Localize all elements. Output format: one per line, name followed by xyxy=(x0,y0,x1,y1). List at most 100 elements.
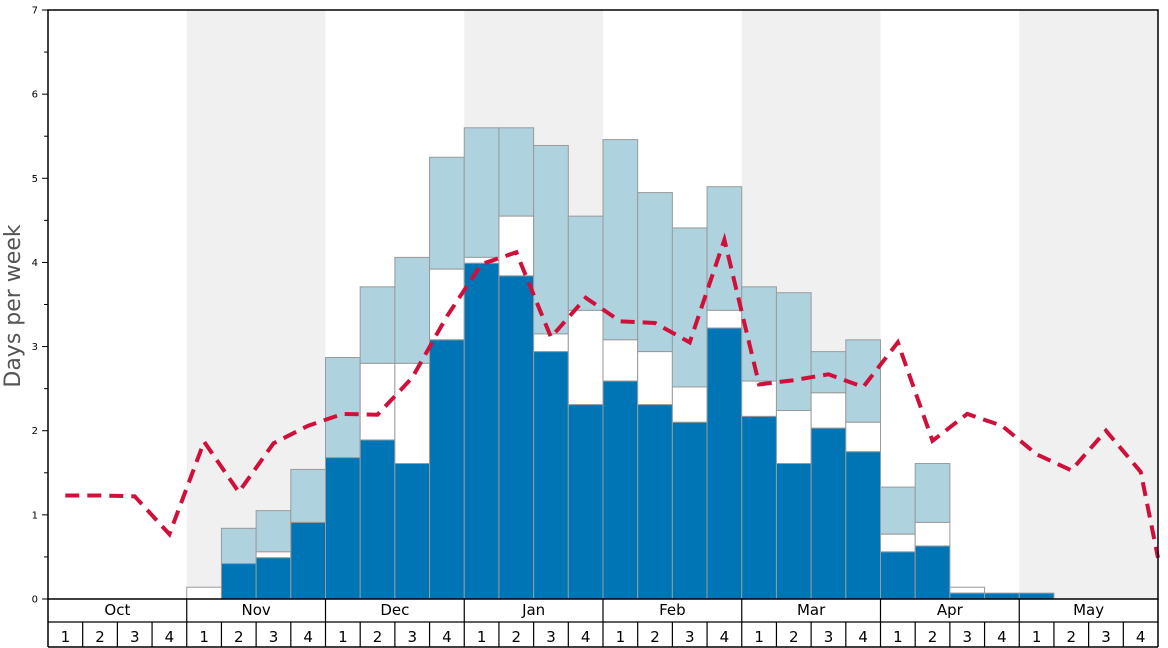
week-label: 4 xyxy=(858,628,868,646)
bar-segment-dark xyxy=(775,463,812,600)
bar-segment-light xyxy=(775,292,812,412)
bar-segment-dark xyxy=(359,439,396,600)
bar-segment-white xyxy=(255,551,292,559)
bar-segment-dark xyxy=(394,463,431,600)
week-label: 2 xyxy=(373,628,383,646)
bar-segment-white xyxy=(810,392,847,429)
bar-segment-dark xyxy=(984,592,1020,600)
y-axis-label: Days per week xyxy=(1,224,26,387)
y-tick-label: 3 xyxy=(32,342,38,353)
y-tick-label: 1 xyxy=(32,510,38,521)
bar-segment-dark xyxy=(602,380,639,600)
month-label: Nov xyxy=(241,601,270,619)
bar-segment-white xyxy=(914,521,951,547)
week-label: 2 xyxy=(789,628,799,646)
y-tick-label: 0 xyxy=(32,595,38,606)
bar-segment-white xyxy=(186,586,222,600)
y-tick-label: 7 xyxy=(32,6,38,17)
week-label: 2 xyxy=(650,628,660,646)
week-label: 1 xyxy=(338,628,348,646)
y-tick-label: 6 xyxy=(32,90,38,101)
bar-segment-light xyxy=(602,139,639,341)
y-tick-label: 2 xyxy=(32,426,38,437)
bar-segment-dark xyxy=(220,563,257,600)
bar-segment-light xyxy=(880,486,916,535)
bar-segment-light xyxy=(914,463,951,523)
bar-segment-white xyxy=(775,410,812,465)
week-label: 4 xyxy=(442,628,452,646)
week-label: 1 xyxy=(893,628,903,646)
bar-segment-white xyxy=(671,386,708,423)
bar-segment-white xyxy=(394,362,431,465)
week-label: 3 xyxy=(407,628,417,646)
bar-segment-light xyxy=(290,468,326,523)
week-label: 4 xyxy=(720,628,730,646)
bar-segment-dark xyxy=(290,521,326,600)
month-label: Feb xyxy=(659,601,686,619)
week-label: 2 xyxy=(928,628,938,646)
bar-segment-light xyxy=(220,527,257,565)
month-label: Jan xyxy=(521,601,545,619)
bar-segment-dark xyxy=(325,457,361,600)
week-label: 3 xyxy=(685,628,695,646)
week-label: 1 xyxy=(754,628,764,646)
bar-segment-dark xyxy=(429,339,465,600)
bar-segment-white xyxy=(706,309,743,329)
bar-segment-dark xyxy=(533,351,569,600)
week-label: 4 xyxy=(165,628,175,646)
bar-segment-dark xyxy=(914,545,951,600)
bar-segment-light xyxy=(810,351,847,394)
week-label: 3 xyxy=(962,628,972,646)
bar-segment-dark xyxy=(671,421,708,600)
average-line xyxy=(65,232,1160,559)
week-label: 3 xyxy=(130,628,140,646)
week-label: 4 xyxy=(581,628,591,646)
week-label: 1 xyxy=(199,628,209,646)
y-tick-label: 5 xyxy=(32,174,38,185)
bar-segment-light xyxy=(359,286,396,364)
bar-segment-dark xyxy=(706,327,743,600)
bar-segment-light xyxy=(394,256,431,364)
month-label: Oct xyxy=(104,601,130,619)
week-label: 1 xyxy=(477,628,487,646)
week-label: 3 xyxy=(824,628,834,646)
bar-segment-light xyxy=(255,510,292,553)
week-label: 2 xyxy=(1067,628,1077,646)
y-tick-label: 4 xyxy=(32,258,38,269)
week-label: 4 xyxy=(303,628,313,646)
week-label: 2 xyxy=(95,628,105,646)
bar-segment-light xyxy=(498,127,535,217)
bar-segment-white xyxy=(845,421,881,453)
week-label: 3 xyxy=(269,628,279,646)
bar-segment-dark xyxy=(637,404,673,600)
week-label: 3 xyxy=(546,628,556,646)
month-label: Mar xyxy=(797,601,826,619)
bar-segment-light xyxy=(325,357,361,459)
bar-segment-white xyxy=(880,533,916,553)
bar-segment-white xyxy=(637,351,673,406)
bar-segment-dark xyxy=(845,451,881,600)
bar-segment-dark xyxy=(880,551,916,600)
week-label: 1 xyxy=(61,628,71,646)
week-label: 1 xyxy=(1032,628,1042,646)
bar-segment-white xyxy=(602,339,639,382)
week-label: 2 xyxy=(512,628,522,646)
bar-segment-dark xyxy=(949,592,986,600)
week-label: 4 xyxy=(997,628,1007,646)
bar-segment-dark xyxy=(567,404,604,600)
bar-segment-light xyxy=(533,144,569,335)
bar-segment-light xyxy=(463,127,500,258)
month-label: May xyxy=(1073,601,1104,619)
bar-segment-white xyxy=(429,268,465,341)
bar-segment-light xyxy=(741,286,777,382)
bar-segment-dark xyxy=(810,427,847,600)
week-label: 2 xyxy=(234,628,244,646)
bar-segment-white xyxy=(567,309,604,406)
week-label: 3 xyxy=(1101,628,1111,646)
bar-segment-dark xyxy=(1018,592,1055,600)
bar-segment-dark xyxy=(498,275,535,600)
month-band xyxy=(1019,10,1158,599)
week-label: 4 xyxy=(1136,628,1146,646)
week-label: 1 xyxy=(616,628,626,646)
